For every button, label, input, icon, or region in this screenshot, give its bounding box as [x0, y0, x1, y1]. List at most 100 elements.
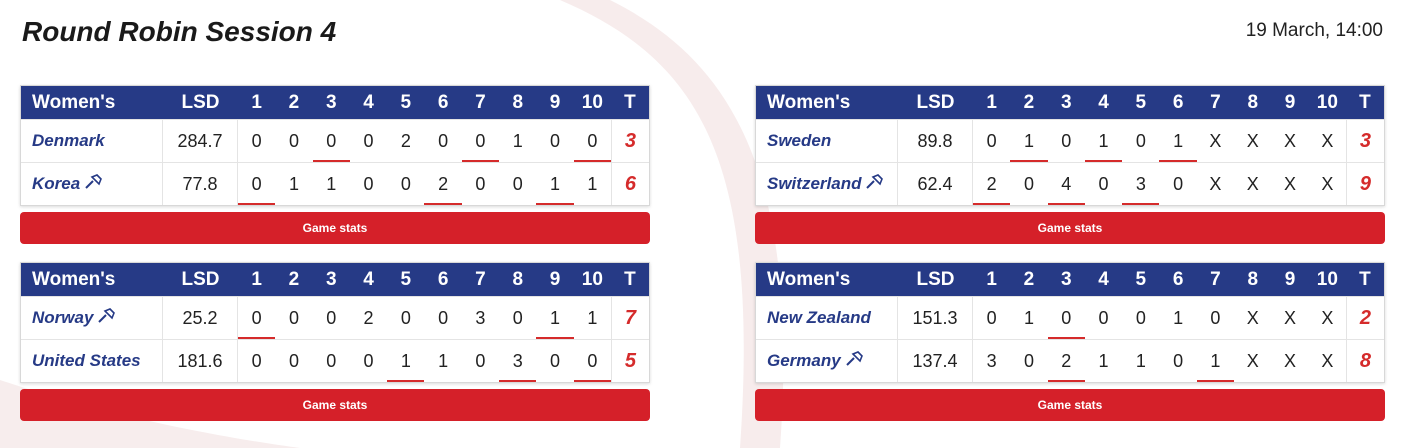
team-name[interactable]: Norway: [32, 308, 94, 327]
total-score: 3: [610, 120, 649, 162]
end-score: 0: [1047, 297, 1086, 339]
team-row: Germany 137.4 3 0 2 1 1 0 1 X X X 8: [756, 339, 1384, 382]
end-header: 4: [1098, 91, 1109, 113]
end-score: 1: [1173, 307, 1184, 328]
end-header: 9: [1284, 268, 1296, 290]
lsd-header: LSD: [181, 91, 220, 113]
end-score: 3: [1122, 163, 1160, 205]
end-header: 10: [581, 91, 603, 113]
category-label: Women's: [767, 91, 851, 113]
team-name-cell[interactable]: Norway: [21, 297, 163, 339]
scoreboard-header: Women's LSD 1 2 3 4 5 6 7 8 9 10 T: [21, 263, 649, 296]
team-name-cell[interactable]: Denmark: [21, 120, 163, 162]
end-score: 2: [363, 307, 374, 328]
end-score: 0: [1098, 307, 1109, 328]
hammer-icon: [97, 307, 116, 329]
total-score: 3: [1345, 120, 1384, 162]
end-score: 0: [251, 350, 262, 371]
scoreboard: Women's LSD 1 2 3 4 5 6 7 8 9 10 T Denmark 284.7 0 0 0 0 2 0…: [20, 85, 650, 206]
team-row: Norway 25.2 0 0 0 2 0 0 3 0 1 1 7: [21, 296, 649, 339]
end-score: 0: [475, 350, 486, 371]
end-score: 1: [1135, 350, 1146, 371]
scoreboard: Women's LSD 1 2 3 4 5 6 7 8 9 10 T New Zealand 151.3 0 1…: [755, 262, 1385, 383]
end-header: 1: [986, 268, 997, 290]
end-score: 1: [536, 163, 574, 205]
category-label: Women's: [32, 268, 116, 290]
team-name[interactable]: Germany: [767, 351, 841, 370]
team-name-cell[interactable]: Sweden: [756, 120, 898, 162]
end-score: 0: [400, 173, 411, 194]
end-header: 7: [475, 91, 486, 113]
game-stats-button[interactable]: Game stats: [755, 389, 1385, 421]
end-score: 2: [973, 163, 1011, 205]
end-header: 2: [1023, 268, 1035, 290]
end-score: 0: [512, 307, 523, 328]
game-stats-button[interactable]: Game stats: [755, 212, 1385, 244]
page-title: Round Robin Session 4: [22, 16, 337, 47]
team-name[interactable]: Switzerland: [767, 174, 862, 193]
lsd-value: 62.4: [898, 163, 973, 205]
end-score: 0: [238, 297, 276, 339]
lsd-value: 77.8: [163, 163, 238, 205]
end-score: 0: [573, 120, 612, 162]
end-header: 3: [1060, 268, 1072, 290]
end-score: X: [1209, 173, 1222, 194]
session-date: 19 March, 14:00: [1245, 20, 1383, 41]
end-score: 1: [387, 340, 425, 382]
end-score: 3: [986, 350, 997, 371]
team-name[interactable]: Korea: [32, 174, 81, 193]
end-header: 8: [512, 268, 524, 290]
team-name[interactable]: New Zealand: [767, 308, 871, 327]
end-score: 1: [1010, 120, 1048, 162]
lsd-value: 284.7: [163, 120, 238, 162]
lsd-value: 151.3: [898, 297, 973, 339]
end-score: 1: [1098, 350, 1109, 371]
team-name[interactable]: Sweden: [767, 131, 832, 150]
team-name-cell[interactable]: Switzerland: [756, 163, 898, 205]
lsd-header: LSD: [916, 268, 955, 290]
end-score: X: [1209, 130, 1222, 151]
end-header: 5: [1135, 91, 1147, 113]
end-score: 0: [550, 130, 561, 151]
end-score: 0: [1173, 173, 1184, 194]
team-name-cell[interactable]: Germany: [756, 340, 898, 382]
team-row: United States 181.6 0 0 0 0 1 1 0 3 0 0 5: [21, 339, 649, 382]
team-name-cell[interactable]: New Zealand: [756, 297, 898, 339]
end-score: 0: [461, 120, 500, 162]
end-header: 8: [1247, 91, 1259, 113]
end-score: 2: [424, 163, 463, 205]
game-stats-button[interactable]: Game stats: [20, 212, 650, 244]
game-card: Women's LSD 1 2 3 4 5 6 7 8 9 10 T Norway 25.2 0 0 0 2 0 0 3 0…: [20, 262, 650, 421]
end-header: 9: [549, 91, 561, 113]
end-score: X: [1321, 350, 1334, 371]
end-score: 0: [1135, 307, 1146, 328]
end-score: 1: [1196, 340, 1235, 382]
end-header: 7: [1210, 268, 1221, 290]
team-row: New Zealand 151.3 0 1 0 0 0 1 0 X X X 2: [756, 296, 1384, 339]
team-name[interactable]: Denmark: [32, 131, 105, 150]
total-header: T: [1359, 91, 1371, 113]
team-name-cell[interactable]: United States: [21, 340, 163, 382]
end-header: 3: [325, 91, 337, 113]
scoreboard: Women's LSD 1 2 3 4 5 6 7 8 9 10 T Sweden 89.8 0 1 0 1 0 1 X X…: [755, 85, 1385, 206]
end-header: 6: [1172, 91, 1184, 113]
end-header: 2: [288, 91, 300, 113]
end-score: 0: [251, 130, 262, 151]
hammer-icon: [84, 173, 103, 195]
end-score: 0: [363, 130, 374, 151]
team-name[interactable]: United States: [32, 351, 141, 370]
end-score: 0: [326, 307, 337, 328]
end-score: 0: [475, 173, 486, 194]
end-score: 1: [1023, 307, 1034, 328]
end-header: 5: [400, 268, 412, 290]
end-score: 1: [536, 297, 574, 339]
end-score: 0: [363, 350, 374, 371]
end-header: 1: [251, 91, 262, 113]
end-header: 7: [1210, 91, 1221, 113]
end-score: 0: [238, 163, 276, 205]
end-score: X: [1246, 307, 1259, 328]
team-name-cell[interactable]: Korea: [21, 163, 163, 205]
game-stats-button[interactable]: Game stats: [20, 389, 650, 421]
total-score: 9: [1345, 163, 1384, 205]
scoreboard: Women's LSD 1 2 3 4 5 6 7 8 9 10 T Norway 25.2 0 0 0 2 0 0 3 0…: [20, 262, 650, 383]
